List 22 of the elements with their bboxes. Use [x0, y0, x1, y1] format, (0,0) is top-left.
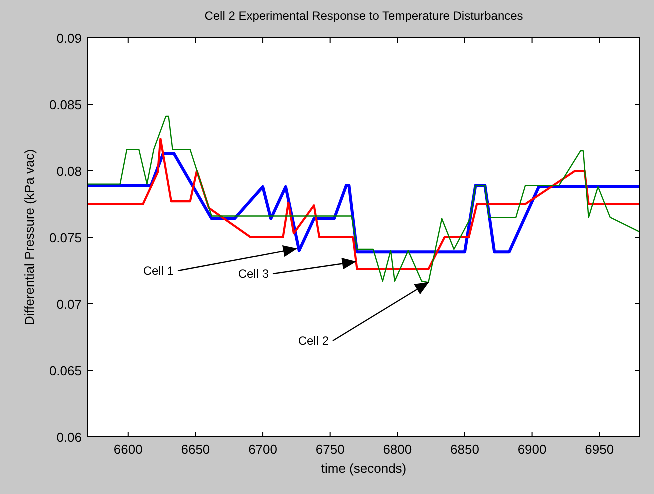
annotation: Cell 1 [143, 264, 174, 278]
y-tick-label: 0.065 [49, 364, 82, 378]
x-axis-title: time (seconds) [321, 461, 407, 476]
y-axis-title: Differential Pressure (kPa vac) [22, 149, 37, 326]
y-tick-label: 0.075 [49, 230, 82, 246]
x-tick-label: 6950 [585, 442, 614, 457]
chart-title: Cell 2 Experimental Response to Temperature Disturbances [204, 9, 524, 23]
y-tick-label: 0.06 [56, 430, 82, 445]
x-tick-label: 6800 [383, 442, 412, 457]
y-tick-label: 0.07 [56, 297, 82, 312]
x-tick-label: 6700 [248, 442, 278, 457]
annotation: Cell 2 [298, 334, 330, 348]
line-series [88, 116, 640, 284]
x-tick-label: 6600 [114, 442, 143, 457]
y-tick-label: 0.085 [49, 98, 82, 112]
annotation: Cell 3 [238, 267, 270, 281]
y-tick-label: 0.09 [56, 31, 82, 46]
x-tick-label: 6650 [181, 442, 210, 457]
x-tick-label: 6850 [450, 442, 480, 457]
y-tick-label: 0.08 [56, 164, 82, 179]
x-tick-label: 6750 [316, 442, 345, 457]
x-tick-label: 6900 [518, 442, 547, 457]
